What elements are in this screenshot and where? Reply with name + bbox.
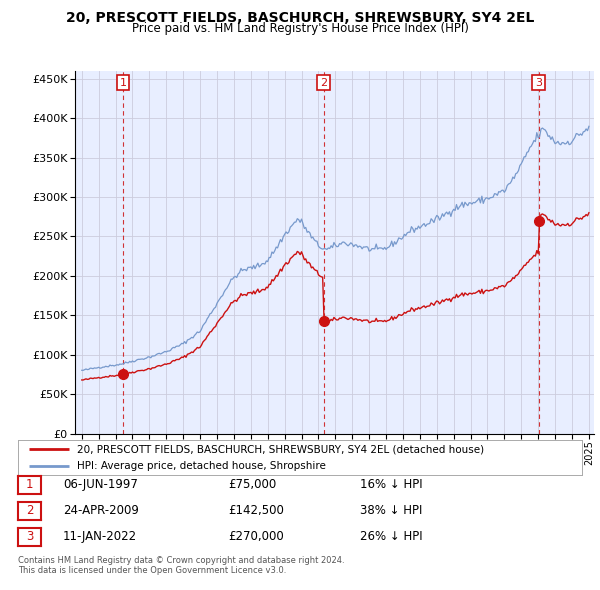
Text: £270,000: £270,000 bbox=[228, 530, 284, 543]
Text: Contains HM Land Registry data © Crown copyright and database right 2024.: Contains HM Land Registry data © Crown c… bbox=[18, 556, 344, 565]
Text: 24-APR-2009: 24-APR-2009 bbox=[63, 504, 139, 517]
Text: This data is licensed under the Open Government Licence v3.0.: This data is licensed under the Open Gov… bbox=[18, 566, 286, 575]
Text: 20, PRESCOTT FIELDS, BASCHURCH, SHREWSBURY, SY4 2EL: 20, PRESCOTT FIELDS, BASCHURCH, SHREWSBU… bbox=[66, 11, 534, 25]
Text: Price paid vs. HM Land Registry's House Price Index (HPI): Price paid vs. HM Land Registry's House … bbox=[131, 22, 469, 35]
Text: 20, PRESCOTT FIELDS, BASCHURCH, SHREWSBURY, SY4 2EL (detached house): 20, PRESCOTT FIELDS, BASCHURCH, SHREWSBU… bbox=[77, 444, 484, 454]
Text: 26% ↓ HPI: 26% ↓ HPI bbox=[360, 530, 422, 543]
Text: 38% ↓ HPI: 38% ↓ HPI bbox=[360, 504, 422, 517]
Text: 3: 3 bbox=[535, 78, 542, 88]
Text: 16% ↓ HPI: 16% ↓ HPI bbox=[360, 478, 422, 491]
Text: 3: 3 bbox=[26, 530, 33, 543]
Text: HPI: Average price, detached house, Shropshire: HPI: Average price, detached house, Shro… bbox=[77, 461, 326, 471]
Text: 1: 1 bbox=[119, 78, 127, 88]
Text: £142,500: £142,500 bbox=[228, 504, 284, 517]
Text: 06-JUN-1997: 06-JUN-1997 bbox=[63, 478, 138, 491]
Text: 1: 1 bbox=[26, 478, 33, 491]
Text: 2: 2 bbox=[26, 504, 33, 517]
Text: 2: 2 bbox=[320, 78, 327, 88]
Text: £75,000: £75,000 bbox=[228, 478, 276, 491]
Text: 11-JAN-2022: 11-JAN-2022 bbox=[63, 530, 137, 543]
